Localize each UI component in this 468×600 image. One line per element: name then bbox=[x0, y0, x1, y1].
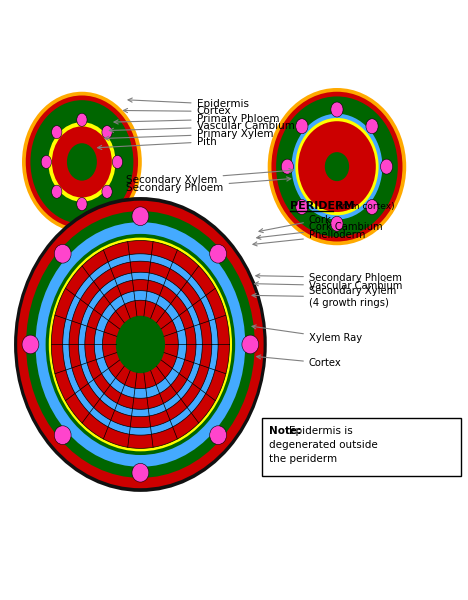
Ellipse shape bbox=[79, 272, 202, 416]
Text: Cork: Cork bbox=[259, 215, 332, 233]
Ellipse shape bbox=[54, 244, 71, 263]
Text: Epidermis: Epidermis bbox=[128, 98, 249, 109]
Ellipse shape bbox=[276, 97, 398, 237]
Ellipse shape bbox=[366, 119, 378, 134]
Ellipse shape bbox=[298, 121, 376, 212]
Ellipse shape bbox=[22, 92, 142, 232]
Ellipse shape bbox=[26, 211, 255, 478]
Ellipse shape bbox=[102, 125, 112, 139]
Ellipse shape bbox=[331, 102, 343, 117]
Ellipse shape bbox=[17, 201, 263, 488]
Text: Secondary Phloem: Secondary Phloem bbox=[256, 272, 402, 283]
Ellipse shape bbox=[210, 244, 227, 263]
Ellipse shape bbox=[132, 207, 149, 226]
Ellipse shape bbox=[271, 92, 402, 241]
Text: degenerated outside: degenerated outside bbox=[269, 440, 378, 450]
Ellipse shape bbox=[52, 127, 112, 197]
Ellipse shape bbox=[242, 335, 259, 354]
Ellipse shape bbox=[94, 290, 187, 398]
Ellipse shape bbox=[51, 241, 229, 448]
Ellipse shape bbox=[380, 159, 393, 174]
Ellipse shape bbox=[210, 426, 227, 445]
Ellipse shape bbox=[296, 200, 308, 214]
Text: Cortex: Cortex bbox=[124, 106, 231, 116]
Text: Cork Cambium: Cork Cambium bbox=[257, 223, 382, 239]
Text: Vascular Cambium: Vascular Cambium bbox=[110, 121, 294, 133]
Ellipse shape bbox=[36, 222, 245, 467]
Ellipse shape bbox=[112, 155, 123, 169]
Ellipse shape bbox=[26, 95, 138, 229]
Ellipse shape bbox=[77, 113, 87, 127]
Text: the periderm: the periderm bbox=[269, 454, 337, 464]
Ellipse shape bbox=[22, 335, 39, 354]
Text: Pith: Pith bbox=[98, 137, 216, 149]
Text: Note:: Note: bbox=[269, 427, 301, 436]
Ellipse shape bbox=[67, 143, 97, 181]
Ellipse shape bbox=[49, 238, 232, 451]
Ellipse shape bbox=[132, 463, 149, 482]
Ellipse shape bbox=[281, 159, 293, 174]
Ellipse shape bbox=[116, 316, 165, 373]
Text: Vascular Cambium: Vascular Cambium bbox=[255, 281, 402, 291]
Text: Epidermis is: Epidermis is bbox=[289, 427, 352, 436]
Ellipse shape bbox=[51, 185, 62, 198]
Ellipse shape bbox=[46, 234, 235, 455]
Ellipse shape bbox=[48, 122, 116, 202]
Text: Primary Phloem: Primary Phloem bbox=[114, 114, 279, 124]
Ellipse shape bbox=[77, 197, 87, 211]
Ellipse shape bbox=[331, 216, 343, 231]
Ellipse shape bbox=[102, 185, 112, 198]
Ellipse shape bbox=[54, 426, 71, 445]
Text: Cortex: Cortex bbox=[257, 355, 342, 368]
Ellipse shape bbox=[41, 155, 51, 169]
Ellipse shape bbox=[30, 100, 133, 224]
Text: PERIDERM: PERIDERM bbox=[290, 202, 355, 211]
Ellipse shape bbox=[102, 300, 178, 389]
Ellipse shape bbox=[85, 280, 196, 409]
Ellipse shape bbox=[63, 254, 218, 435]
Text: Phelloderm: Phelloderm bbox=[253, 230, 365, 246]
Text: Secondary Xylem: Secondary Xylem bbox=[126, 169, 293, 185]
Ellipse shape bbox=[69, 261, 212, 428]
Ellipse shape bbox=[51, 125, 62, 139]
Text: Xylem Ray: Xylem Ray bbox=[252, 325, 362, 343]
FancyBboxPatch shape bbox=[262, 418, 461, 476]
Ellipse shape bbox=[14, 197, 267, 492]
Text: Primary Xylem: Primary Xylem bbox=[105, 129, 273, 140]
Text: Secondary Xylem
(4 growth rings): Secondary Xylem (4 growth rings) bbox=[252, 286, 396, 308]
Ellipse shape bbox=[325, 152, 349, 181]
Ellipse shape bbox=[295, 118, 379, 215]
Ellipse shape bbox=[292, 114, 382, 220]
Ellipse shape bbox=[366, 200, 378, 214]
Ellipse shape bbox=[296, 119, 308, 134]
Ellipse shape bbox=[268, 88, 406, 245]
Text: Secondary Phloem: Secondary Phloem bbox=[126, 177, 291, 193]
Text: (from cortex): (from cortex) bbox=[335, 202, 395, 211]
